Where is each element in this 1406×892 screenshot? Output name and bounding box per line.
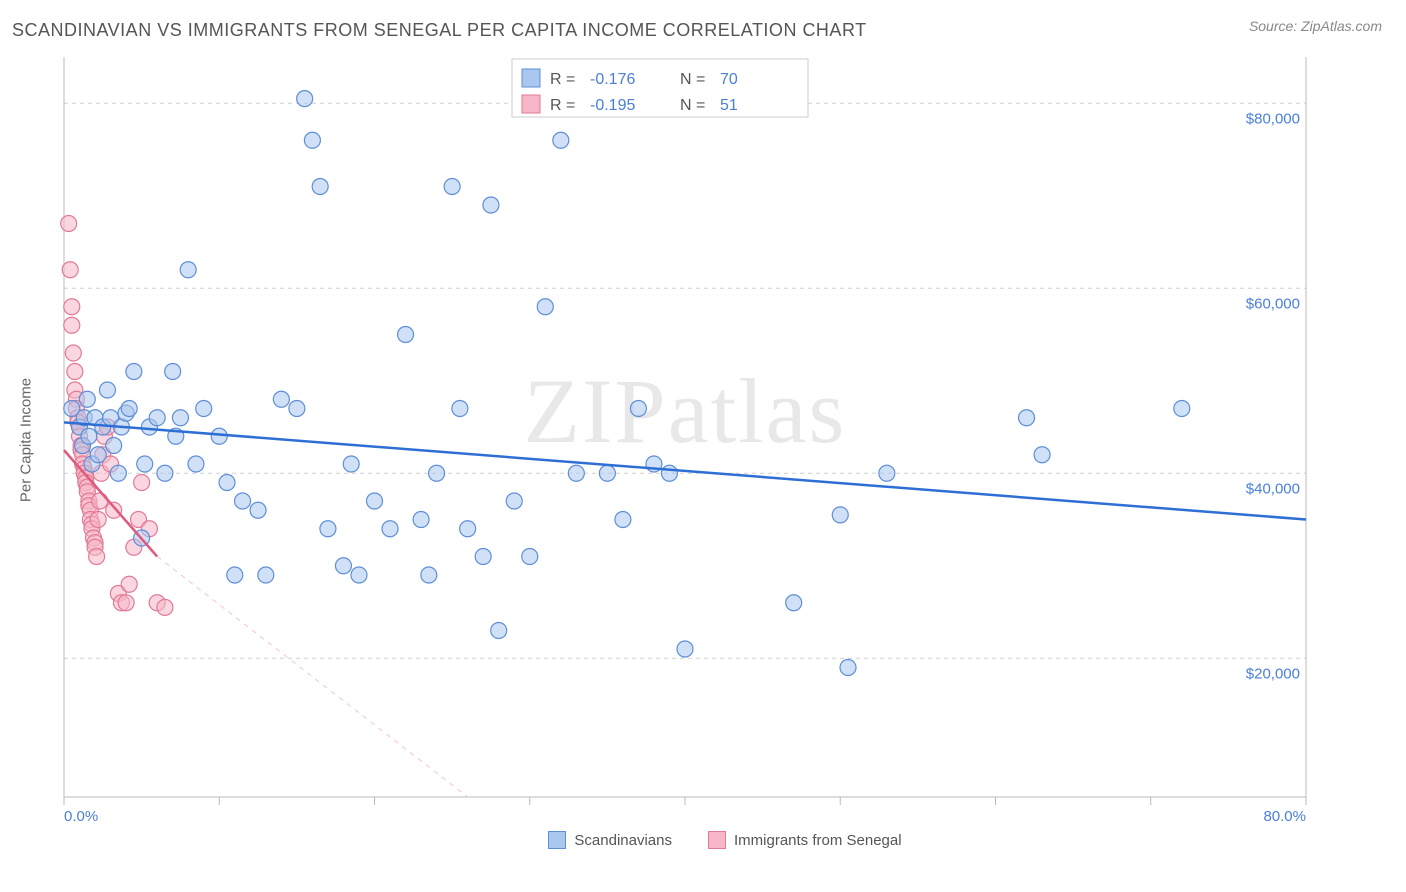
legend-swatch-icon: [548, 831, 566, 849]
svg-text:80.0%: 80.0%: [1263, 808, 1306, 825]
svg-text:-0.176: -0.176: [590, 71, 635, 88]
plot-area: Per Capita Income $20,000$40,000$60,000$…: [56, 55, 1376, 825]
source-label: Source: ZipAtlas.com: [1249, 18, 1382, 34]
svg-text:$40,000: $40,000: [1246, 480, 1300, 497]
svg-text:N =: N =: [680, 97, 705, 114]
svg-text:ZIPatlas: ZIPatlas: [524, 360, 847, 462]
svg-text:R =: R =: [550, 71, 575, 88]
legend-item-scandinavians: Scandinavians: [548, 831, 672, 849]
legend-item-senegal: Immigrants from Senegal: [708, 831, 902, 849]
legend-swatch-icon: [708, 831, 726, 849]
svg-text:$60,000: $60,000: [1246, 295, 1300, 312]
y-axis-label: Per Capita Income: [18, 378, 35, 502]
chart-container: SCANDINAVIAN VS IMMIGRANTS FROM SENEGAL …: [0, 0, 1406, 892]
legend-label: Scandinavians: [574, 832, 672, 849]
svg-text:$20,000: $20,000: [1246, 665, 1300, 682]
svg-text:70: 70: [720, 71, 738, 88]
svg-text:N =: N =: [680, 71, 705, 88]
svg-text:-0.195: -0.195: [590, 97, 635, 114]
legend-label: Immigrants from Senegal: [734, 832, 902, 849]
svg-text:$80,000: $80,000: [1246, 110, 1300, 127]
svg-text:51: 51: [720, 97, 738, 114]
chart-title: SCANDINAVIAN VS IMMIGRANTS FROM SENEGAL …: [12, 12, 1394, 55]
scatter-plot: $20,000 $40,000 $60,000 $80,000 ZIPatlas 0.0%…: [56, 55, 1376, 825]
bottom-legend: Scandinavians Immigrants from Senegal: [56, 831, 1394, 849]
svg-text:R =: R =: [550, 97, 575, 114]
svg-text:0.0%: 0.0%: [64, 808, 98, 825]
